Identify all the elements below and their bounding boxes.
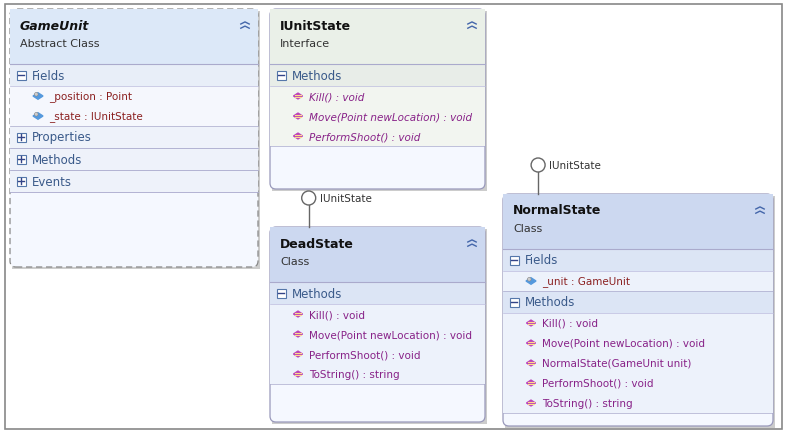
Polygon shape: [527, 380, 535, 386]
Polygon shape: [294, 311, 302, 317]
Bar: [270, 87, 485, 147]
Circle shape: [35, 94, 37, 96]
Text: Fields: Fields: [32, 69, 65, 82]
Polygon shape: [294, 351, 302, 357]
Polygon shape: [294, 134, 302, 140]
Text: Properties: Properties: [32, 131, 92, 144]
Bar: [270, 304, 485, 384]
Polygon shape: [527, 400, 535, 406]
Polygon shape: [527, 340, 535, 346]
FancyBboxPatch shape: [753, 203, 767, 217]
Text: PerformShoot() : void: PerformShoot() : void: [542, 378, 653, 388]
Bar: [17, 177, 25, 186]
Text: ToString() : string: ToString() : string: [309, 369, 400, 379]
Circle shape: [528, 279, 530, 280]
Polygon shape: [294, 114, 302, 120]
Text: Class: Class: [513, 224, 542, 233]
Circle shape: [35, 94, 38, 96]
Text: _unit : GameUnit: _unit : GameUnit: [542, 276, 630, 287]
Text: _position : Point: _position : Point: [49, 91, 132, 102]
Circle shape: [531, 159, 545, 173]
Bar: [272, 12, 487, 191]
Polygon shape: [527, 320, 535, 326]
Bar: [276, 71, 286, 80]
Bar: [503, 313, 773, 413]
FancyBboxPatch shape: [238, 18, 252, 32]
Bar: [10, 10, 258, 65]
Circle shape: [528, 278, 530, 281]
Circle shape: [35, 114, 37, 116]
Polygon shape: [33, 113, 43, 120]
Circle shape: [35, 114, 38, 116]
Text: Fields: Fields: [525, 254, 558, 267]
Text: DeadState: DeadState: [280, 237, 354, 250]
Bar: [503, 194, 773, 250]
FancyBboxPatch shape: [10, 10, 258, 267]
Bar: [503, 291, 773, 413]
FancyBboxPatch shape: [465, 236, 479, 250]
Text: IUnitState: IUnitState: [280, 20, 351, 33]
Text: NormalState(GameUnit unit): NormalState(GameUnit unit): [542, 358, 691, 368]
Bar: [10, 149, 258, 171]
Bar: [10, 127, 258, 149]
Bar: [10, 171, 258, 193]
Polygon shape: [527, 360, 535, 366]
Bar: [270, 10, 485, 65]
Bar: [10, 65, 258, 127]
Text: Methods: Methods: [32, 153, 83, 166]
Bar: [509, 256, 519, 265]
Bar: [17, 133, 25, 142]
Bar: [270, 283, 485, 384]
Text: IUnitState: IUnitState: [320, 194, 371, 204]
Text: Methods: Methods: [525, 296, 575, 309]
Bar: [272, 230, 487, 424]
Text: ToString() : string: ToString() : string: [542, 398, 633, 408]
Bar: [17, 155, 25, 164]
Circle shape: [301, 191, 316, 206]
Text: PerformShoot() : void: PerformShoot() : void: [309, 349, 420, 359]
FancyBboxPatch shape: [270, 227, 485, 422]
Text: Move(Point newLocation) : void: Move(Point newLocation) : void: [309, 112, 472, 122]
Text: Kill() : void: Kill() : void: [309, 309, 365, 319]
Text: GameUnit: GameUnit: [20, 20, 90, 33]
Polygon shape: [294, 331, 302, 337]
Text: Methods: Methods: [292, 287, 342, 300]
Text: IUnitState: IUnitState: [549, 161, 601, 171]
FancyBboxPatch shape: [503, 194, 773, 426]
Bar: [276, 289, 286, 298]
Bar: [509, 298, 519, 307]
Bar: [503, 271, 773, 291]
Polygon shape: [526, 278, 536, 285]
Text: Class: Class: [280, 256, 309, 266]
Text: Events: Events: [32, 175, 72, 188]
Bar: [12, 12, 260, 270]
Text: Kill() : void: Kill() : void: [309, 92, 364, 102]
Text: Interface: Interface: [280, 39, 330, 49]
Text: Move(Point newLocation) : void: Move(Point newLocation) : void: [309, 329, 472, 339]
Text: _state : IUnitState: _state : IUnitState: [49, 111, 142, 122]
Text: Kill() : void: Kill() : void: [542, 318, 598, 328]
Bar: [503, 250, 773, 291]
Bar: [270, 65, 485, 147]
Text: Abstract Class: Abstract Class: [20, 39, 99, 49]
Bar: [10, 87, 258, 127]
FancyBboxPatch shape: [270, 10, 485, 190]
Bar: [270, 227, 485, 283]
Polygon shape: [294, 94, 302, 100]
Polygon shape: [33, 94, 43, 100]
Text: PerformShoot() : void: PerformShoot() : void: [309, 132, 420, 141]
Text: Move(Point newLocation) : void: Move(Point newLocation) : void: [542, 338, 705, 348]
Text: Methods: Methods: [292, 69, 342, 82]
Polygon shape: [294, 371, 302, 377]
Text: NormalState: NormalState: [513, 204, 601, 217]
FancyBboxPatch shape: [465, 18, 479, 32]
Bar: [505, 197, 775, 428]
Bar: [17, 71, 25, 80]
